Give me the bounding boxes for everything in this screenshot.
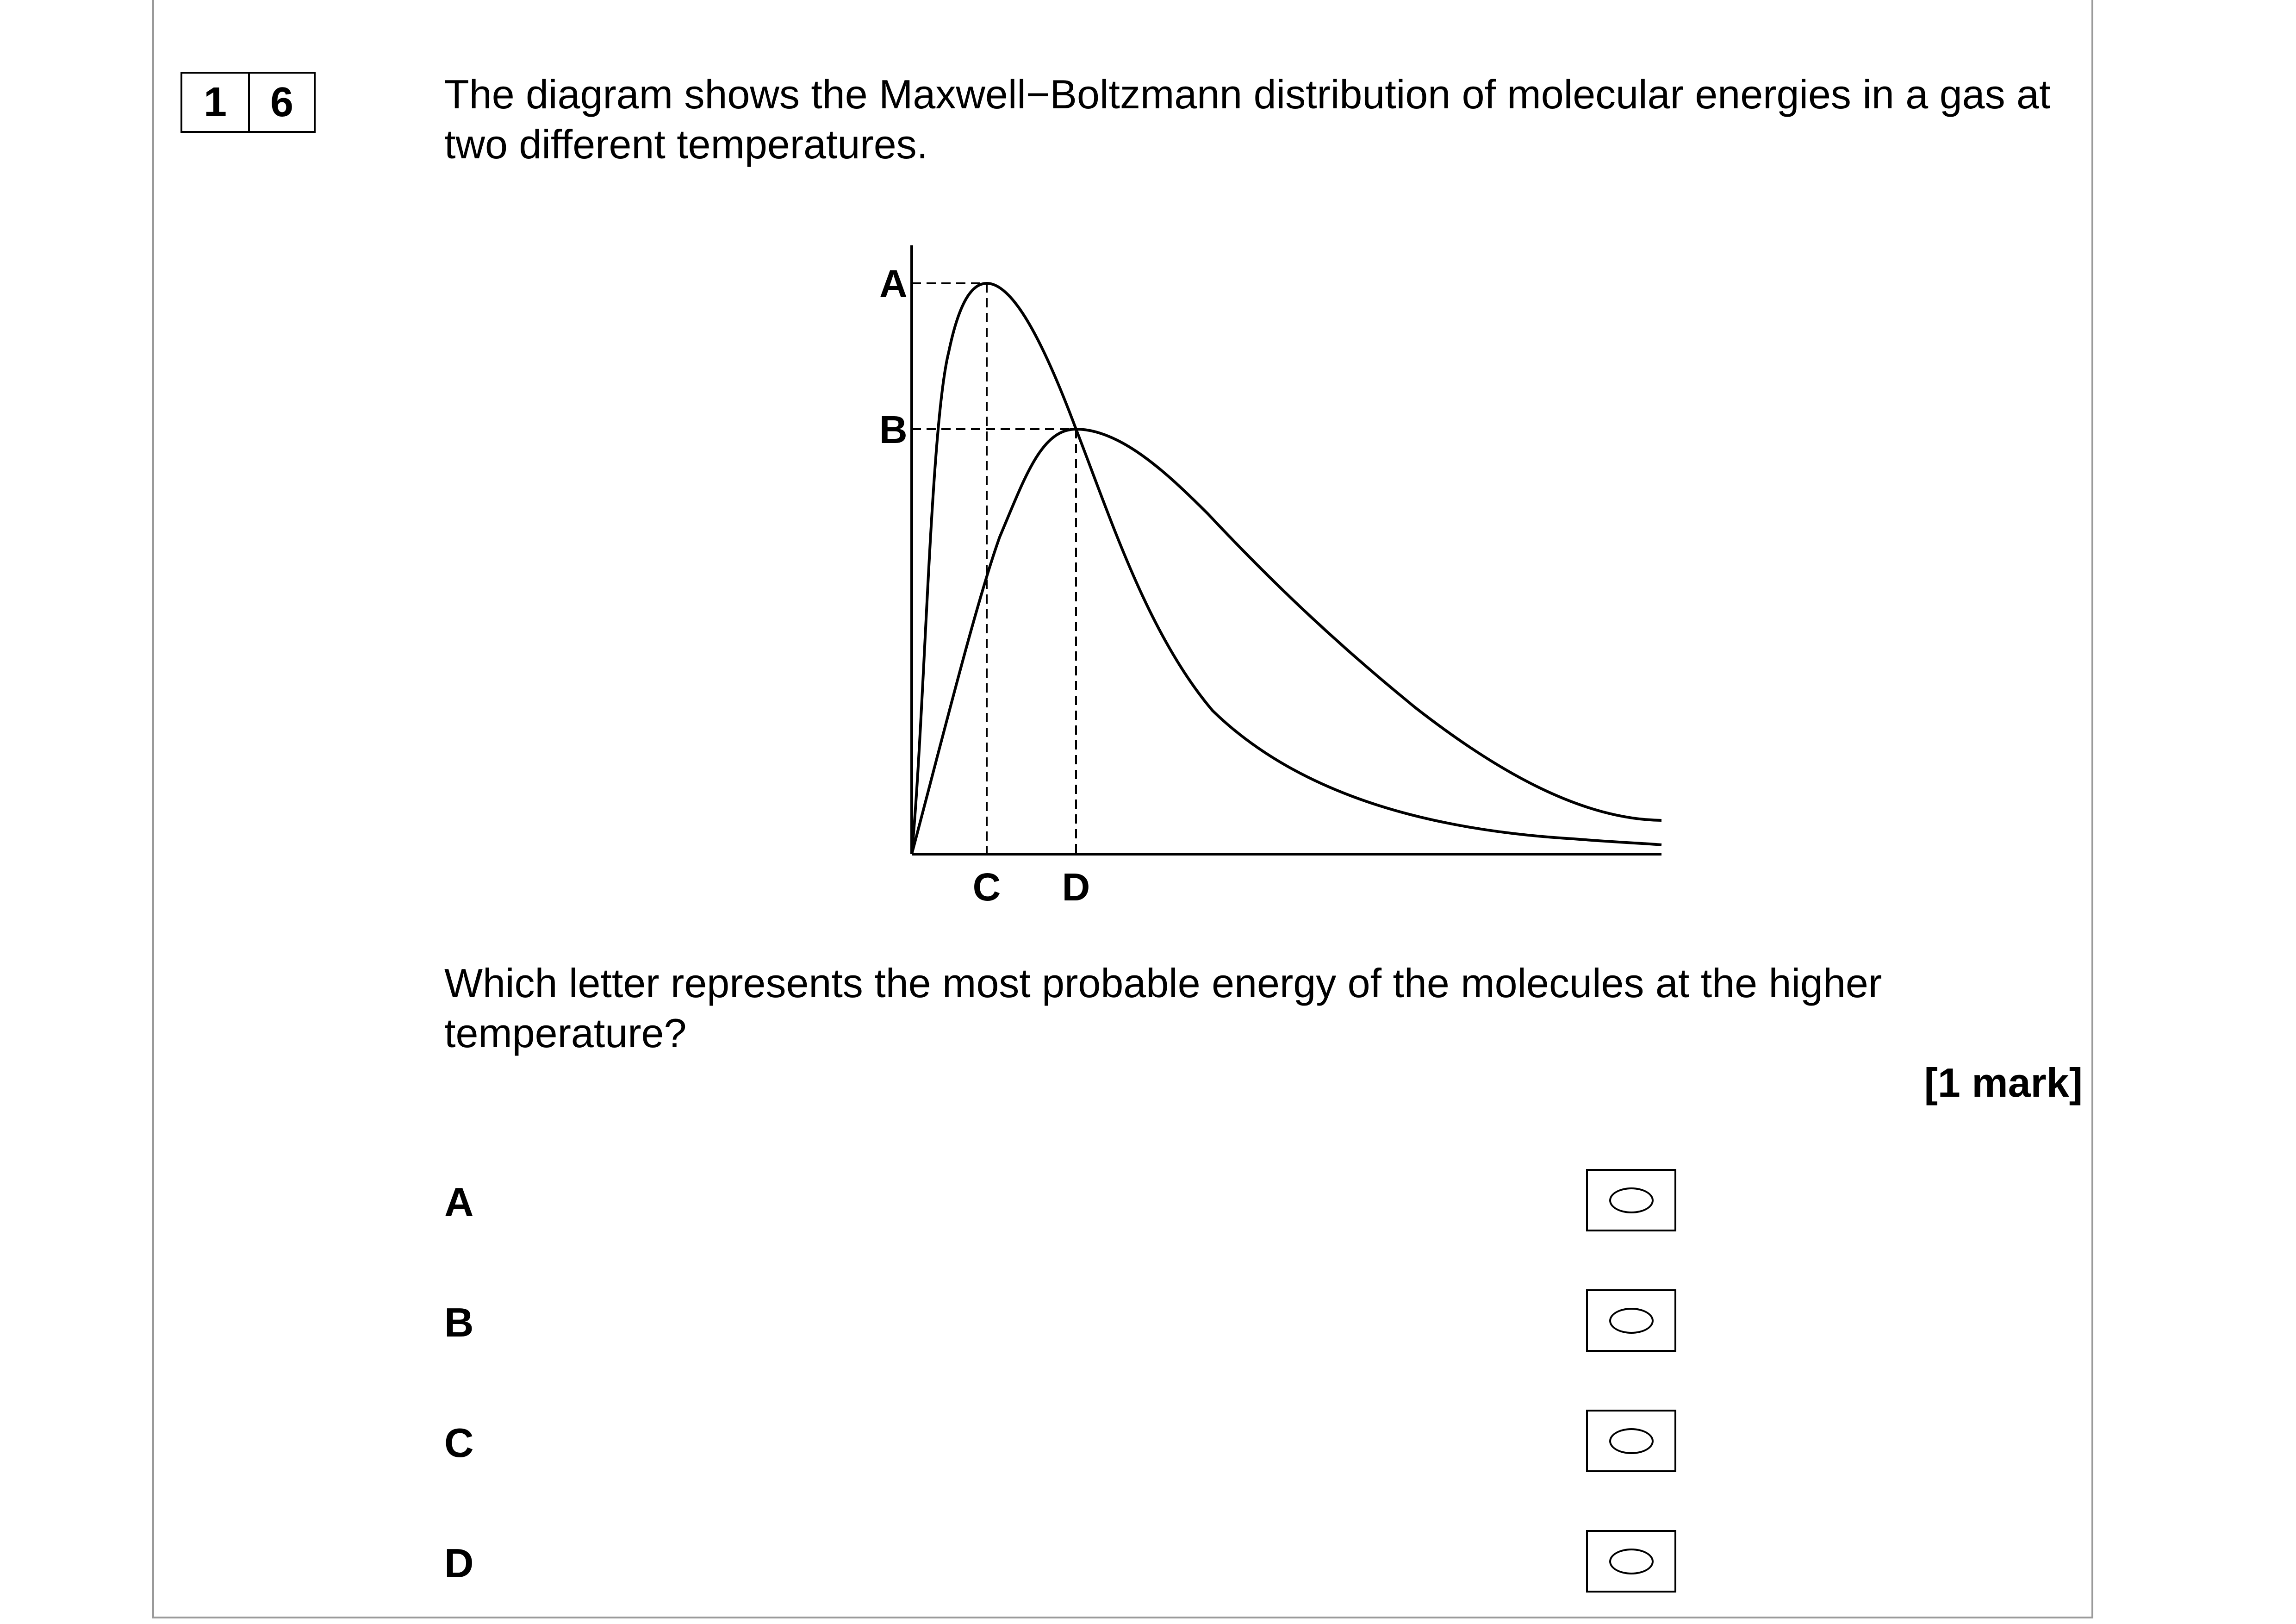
higher-temperature-curve bbox=[910, 427, 1662, 855]
option-d-bubble[interactable] bbox=[1609, 1548, 1654, 1574]
question-number-box: 1 6 bbox=[180, 72, 316, 133]
label-a: A bbox=[879, 262, 908, 306]
option-a-bubble[interactable] bbox=[1609, 1187, 1654, 1213]
label-c: C bbox=[973, 865, 1001, 909]
lower-temperature-curve bbox=[910, 281, 1662, 855]
option-a-row: A bbox=[444, 1169, 1676, 1234]
option-b-row: B bbox=[444, 1289, 1676, 1354]
option-b-letter: B bbox=[444, 1299, 474, 1345]
option-a-answer-box[interactable] bbox=[1586, 1169, 1676, 1231]
marks-allocation: [1 mark] bbox=[1924, 1060, 2083, 1106]
option-c-row: C bbox=[444, 1410, 1676, 1474]
option-d-letter: D bbox=[444, 1540, 474, 1586]
label-d: D bbox=[1062, 865, 1090, 909]
option-c-letter: C bbox=[444, 1420, 474, 1466]
question-text: Which letter represents the most probabl… bbox=[444, 960, 1882, 1056]
question-stem: The diagram shows the Maxwell−Boltzmann … bbox=[444, 71, 2051, 167]
maxwell-boltzmann-diagram: A B C D bbox=[879, 245, 1662, 909]
question-number-units: 6 bbox=[248, 74, 314, 131]
label-b: B bbox=[879, 408, 908, 451]
option-c-bubble[interactable] bbox=[1609, 1428, 1654, 1454]
option-a-letter: A bbox=[444, 1179, 474, 1225]
option-d-answer-box[interactable] bbox=[1586, 1530, 1676, 1593]
option-d-row: D bbox=[444, 1530, 1676, 1595]
page-frame bbox=[152, 0, 2093, 1618]
option-b-bubble[interactable] bbox=[1609, 1307, 1654, 1334]
option-c-answer-box[interactable] bbox=[1586, 1410, 1676, 1472]
option-b-answer-box[interactable] bbox=[1586, 1289, 1676, 1352]
question-number-tens: 1 bbox=[203, 79, 227, 125]
